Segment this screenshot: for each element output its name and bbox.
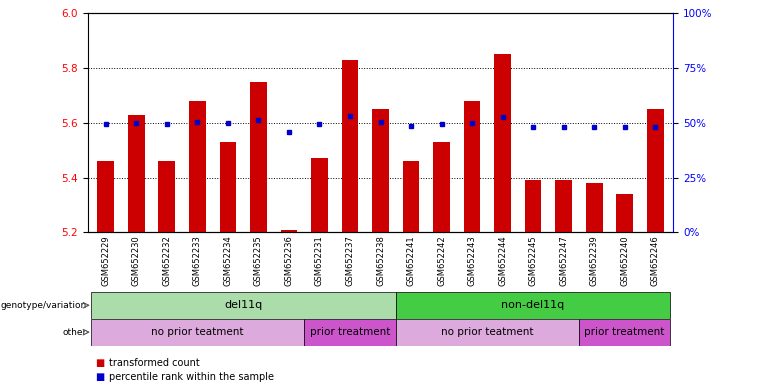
Bar <box>250 82 267 232</box>
Text: prior treatment: prior treatment <box>310 327 390 337</box>
Bar <box>281 230 298 232</box>
Bar <box>396 319 579 346</box>
Bar <box>647 109 664 232</box>
Bar <box>219 142 237 232</box>
Bar <box>189 101 205 232</box>
Text: genotype/variation: genotype/variation <box>1 301 87 310</box>
Text: no prior teatment: no prior teatment <box>441 327 533 337</box>
Bar <box>494 55 511 232</box>
Text: ■: ■ <box>95 372 104 382</box>
Bar <box>97 161 114 232</box>
Bar <box>304 319 396 346</box>
Bar <box>158 161 175 232</box>
Bar <box>342 60 358 232</box>
Bar <box>616 194 633 232</box>
Text: no prior teatment: no prior teatment <box>151 327 244 337</box>
Bar <box>403 161 419 232</box>
Bar <box>91 319 304 346</box>
Bar <box>524 180 542 232</box>
Text: del11q: del11q <box>224 300 263 310</box>
Bar <box>433 142 450 232</box>
Bar <box>372 109 389 232</box>
Bar <box>396 292 670 319</box>
Text: other: other <box>62 328 87 337</box>
Bar <box>463 101 480 232</box>
Bar <box>311 159 328 232</box>
Bar <box>556 180 572 232</box>
Text: ■: ■ <box>95 358 104 368</box>
Text: prior treatment: prior treatment <box>584 327 665 337</box>
Bar <box>579 319 670 346</box>
Text: percentile rank within the sample: percentile rank within the sample <box>109 372 274 382</box>
Text: transformed count: transformed count <box>109 358 199 368</box>
Text: non-del11q: non-del11q <box>501 300 565 310</box>
Bar <box>128 115 145 232</box>
Bar <box>91 292 396 319</box>
Bar <box>586 183 603 232</box>
